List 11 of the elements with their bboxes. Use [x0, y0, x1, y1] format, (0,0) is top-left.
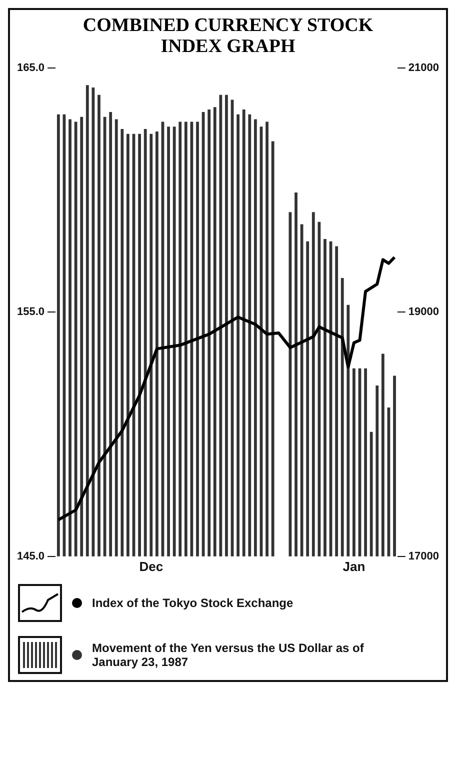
legend-label: Movement of the Yen versus the US Dollar as of January 23, 1987 — [92, 640, 365, 669]
legend-label: Index of the Tokyo Stock Exchange — [92, 596, 294, 610]
y-tick-label: 145.0 — [16, 550, 45, 562]
chart-title: COMBINED CURRENCY STOCK INDEX GRAPH — [82, 14, 374, 58]
y2-tick-label: 21000 — [408, 62, 440, 74]
y2-tick-label: 17000 — [408, 550, 440, 562]
y-tick-label: 155.0 — [16, 306, 45, 318]
x-tick-label: Dec — [139, 558, 164, 574]
x-tick-label: Jan — [342, 558, 366, 574]
y-tick-label: 165.0 — [16, 62, 45, 74]
y2-tick-label: 19000 — [408, 306, 440, 318]
